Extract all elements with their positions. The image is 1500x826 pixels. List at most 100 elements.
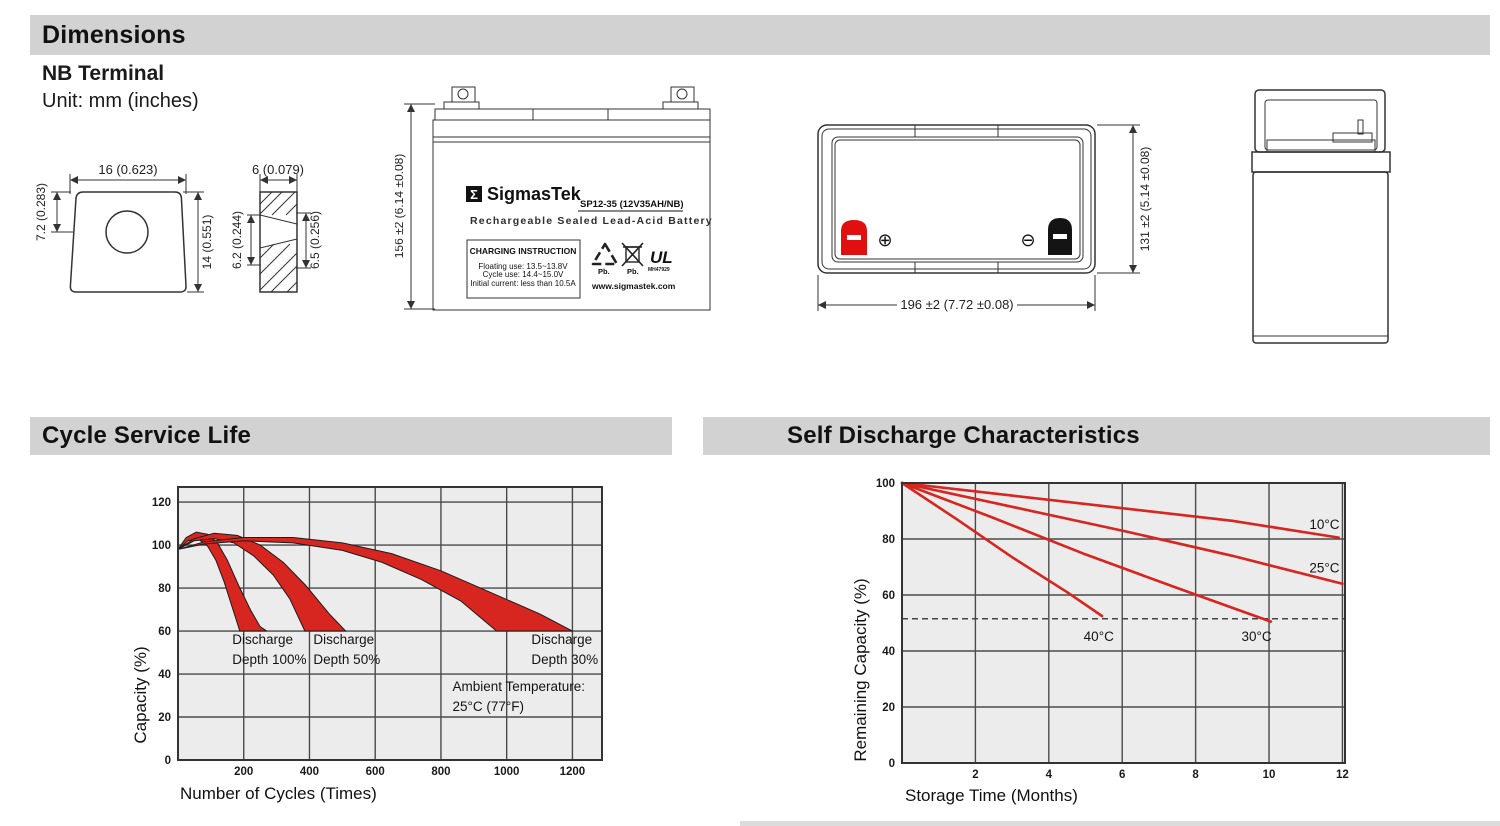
terminal-groove-top — [259, 214, 298, 225]
battery-side-view — [1251, 89, 1391, 344]
terminal-groove-bottom — [259, 238, 298, 249]
self-title: Self Discharge Characteristics — [787, 422, 1140, 449]
battery-subtitle: Rechargeable Sealed Lead-Acid Battery — [470, 215, 713, 227]
cycle-service-life-header: Cycle Service Life — [30, 417, 672, 455]
x-tick-label: 600 — [366, 766, 385, 778]
series-label: 25°C — [1309, 561, 1339, 576]
chart-annotation: Ambient Temperature: — [452, 679, 585, 694]
y-tick-label: 0 — [889, 758, 895, 770]
page-bottom-strip — [740, 821, 1500, 826]
logo-sigma-glyph: Σ — [470, 187, 478, 202]
y-axis-title: Remaining Capacity (%) — [851, 578, 870, 761]
discharge-band-0 — [177, 531, 268, 632]
website-text: www.sigmastek.com — [591, 281, 676, 291]
y-tick-label: 120 — [152, 497, 171, 509]
charging-line-1: Floating use: 13.5~13.8V — [478, 262, 568, 271]
y-tick-label: 100 — [876, 478, 895, 490]
positive-terminal-slot — [847, 235, 861, 240]
terminal-profile-inner-dim: 6.2 (0.244) — [230, 211, 244, 269]
series-label: 10°C — [1309, 517, 1339, 532]
terminal-height-dim: 14 (0.551) — [200, 215, 214, 270]
x-tick-label: 6 — [1119, 769, 1125, 781]
x-tick-label: 800 — [431, 766, 450, 778]
y-tick-label: 40 — [882, 646, 895, 658]
cycle-service-life-chart: 200 400 600 800 1000 1200 0 20 40 60 80 100 120 Disch… — [131, 486, 603, 803]
battery-front-view: 156 ±2 (6.14 ±0.08) Σ SigmasTek SP12-35 … — [395, 86, 713, 311]
series-line — [900, 481, 1273, 623]
charging-title: CHARGING INSTRUCTION — [470, 246, 577, 256]
terminal-width-dim: 16 (0.623) — [98, 162, 157, 177]
nb-terminal-drawing: 16 (0.623) 7.2 (0.283) 14 (0.551) — [35, 162, 322, 293]
self-discharge-chart: 2 4 6 8 10 12 0 20 40 60 80 100 10°C 25°C 30°C 40°C Stor… — [851, 478, 1349, 805]
x-tick-label: 1200 — [560, 766, 586, 778]
plot-area — [902, 483, 1345, 763]
side-view-outline — [1251, 89, 1391, 344]
model-number: SP12-35 (12V35AH/NB) — [580, 199, 684, 210]
pb-recycle-label: Pb. — [598, 267, 610, 276]
terminal-profile-width-dim: 6 (0.079) — [252, 162, 304, 177]
terminal-profile-hatch-top — [259, 191, 298, 216]
y-tick-label: 40 — [158, 669, 171, 681]
x-tick-label: 10 — [1263, 769, 1276, 781]
x-axis-title: Number of Cycles (Times) — [180, 784, 377, 803]
chart-annotation: Depth 30% — [531, 652, 598, 667]
y-tick-label: 20 — [882, 702, 895, 714]
chart-annotation: Depth 100% — [232, 652, 306, 667]
charging-line-2: Cycle use: 14.4~15.0V — [483, 270, 564, 279]
pb-bin-icon — [621, 242, 644, 267]
y-tick-label: 80 — [158, 583, 171, 595]
pb-bin-label: Pb. — [627, 267, 639, 276]
unit-label: Unit: mm (inches) — [42, 90, 199, 112]
ul-mark-icon: UL — [650, 248, 673, 267]
x-tick-label: 4 — [1046, 769, 1053, 781]
chart-annotation: Discharge — [531, 632, 592, 647]
x-tick-label: 1000 — [494, 766, 520, 778]
y-tick-label: 100 — [152, 540, 171, 552]
chart-annotation: Discharge — [232, 632, 293, 647]
terminal-profile-hatch-bottom — [259, 243, 298, 293]
plot-border — [177, 486, 603, 761]
terminal-hole-top-dim: 7.2 (0.283) — [35, 183, 48, 241]
ul-file-number: MH47929 — [648, 267, 670, 273]
battery-width-dim: 196 ±2 (7.72 ±0.08) — [900, 297, 1013, 312]
y-tick-label: 20 — [158, 712, 171, 724]
terminal-type-label: NB Terminal — [42, 62, 165, 85]
y-tick-label: 60 — [158, 626, 171, 638]
self-discharge-header: Self Discharge Characteristics — [703, 417, 1490, 455]
x-tick-label: 12 — [1336, 769, 1349, 781]
y-tick-label: 0 — [165, 755, 171, 767]
series-label: 40°C — [1084, 629, 1114, 644]
chart-annotation: 25°C (77°F) — [452, 699, 524, 714]
plot-border — [901, 482, 1346, 764]
front-terminal-posts — [443, 86, 699, 110]
series-line — [900, 481, 1341, 539]
series-line — [900, 481, 1104, 618]
dimensions-title: Dimensions — [42, 20, 186, 49]
terminal-front-outline — [69, 191, 187, 293]
battery-depth-dim: 131 ±2 (5.14 ±0.08) — [1138, 147, 1152, 252]
charging-instruction-box — [466, 239, 581, 299]
battery-height-dim: 156 ±2 (6.14 ±0.08) — [395, 154, 406, 259]
x-tick-label: 200 — [234, 766, 253, 778]
y-tick-label: 80 — [882, 534, 895, 546]
chart-annotation: Discharge — [313, 632, 374, 647]
sigmastek-logo-icon — [466, 186, 482, 202]
svg-text:UL: UL — [650, 248, 673, 267]
battery-top-view: ⊕ ⊖ 131 ±2 (5.14 ±0.08) 196 ±2 (7.72 ±0.… — [817, 124, 1152, 312]
x-tick-label: 2 — [972, 769, 978, 781]
y-axis-title: Capacity (%) — [131, 646, 150, 743]
series-label: 30°C — [1241, 629, 1271, 644]
terminal-profile-outer-dim: 6.5 (0.256) — [308, 211, 322, 269]
pb-recycle-icon — [591, 242, 619, 266]
series-line — [900, 481, 1344, 586]
y-tick-label: 60 — [882, 590, 895, 602]
chart-annotation: Depth 50% — [313, 652, 380, 667]
discharge-band-2 — [177, 537, 573, 632]
cycle-title: Cycle Service Life — [42, 422, 252, 449]
brand-name: SigmasTek — [487, 184, 582, 204]
charging-line-3: Initial current: less than 10.5A — [470, 279, 576, 288]
terminal-bolt-hole — [105, 210, 149, 254]
top-view-case-outline — [817, 124, 1096, 274]
negative-terminal-slot — [1053, 234, 1067, 239]
